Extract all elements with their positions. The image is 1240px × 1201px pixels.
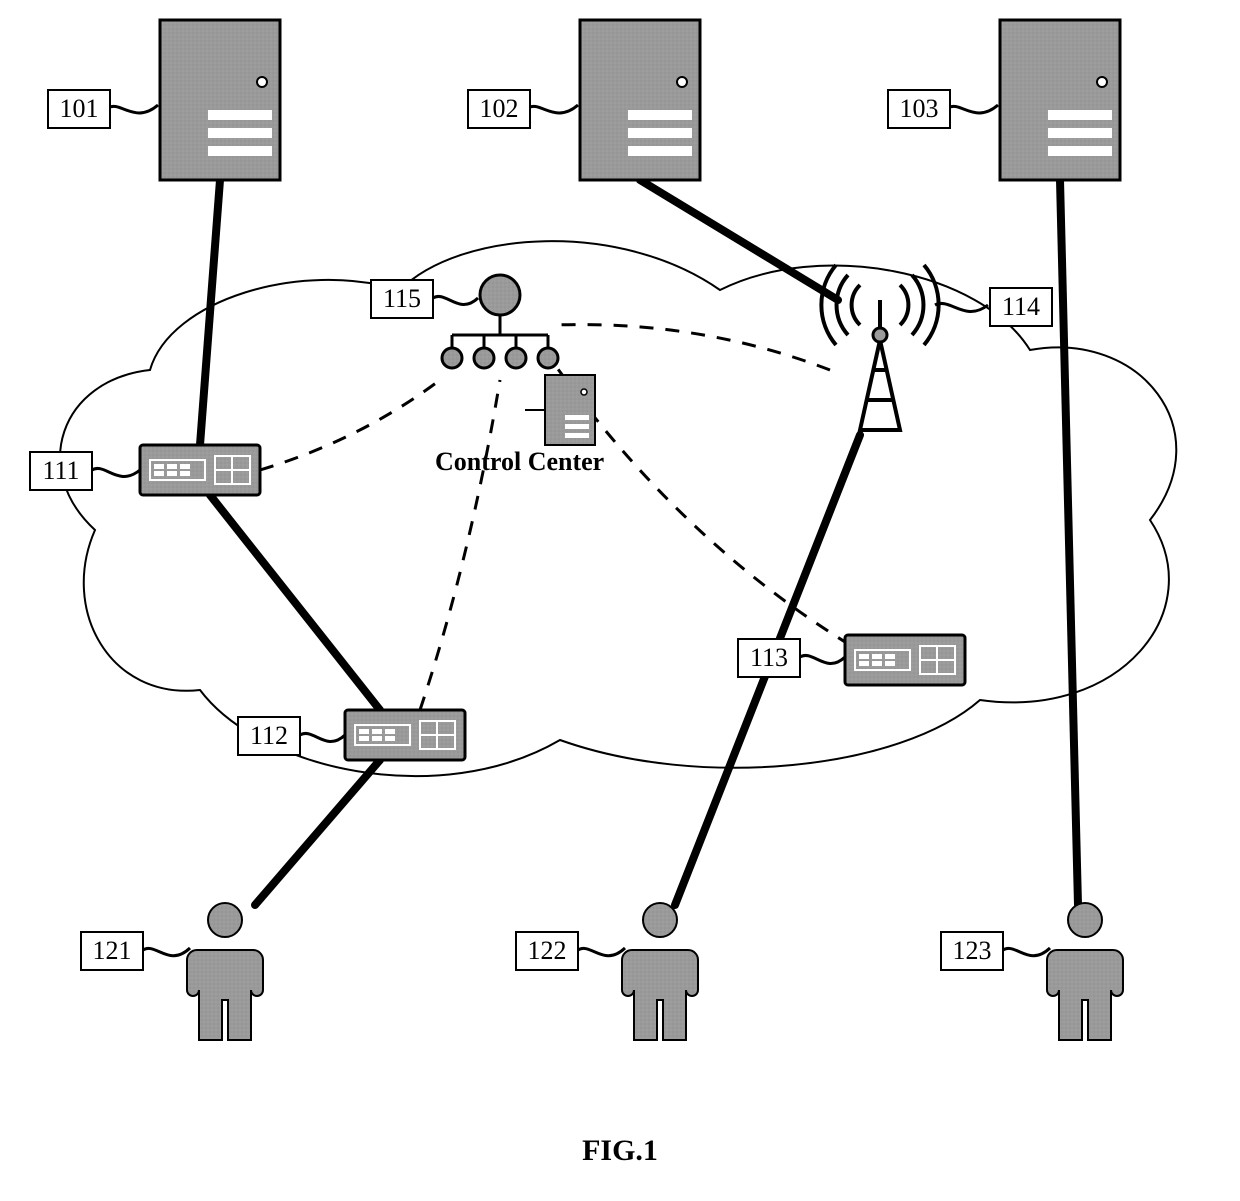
label-113: 113: [750, 643, 788, 672]
control-center-label: Control Center: [435, 447, 604, 476]
label-122: 122: [528, 936, 567, 965]
labels: 101 102 103 111 112 113 114 115 121: [30, 90, 1052, 970]
tree-icon: [442, 275, 558, 368]
router-icon: [345, 710, 465, 760]
server-icon: [160, 20, 280, 180]
antenna-icon: [821, 265, 938, 430]
label-112: 112: [250, 721, 288, 750]
person-icon: [187, 903, 263, 1040]
network-diagram: 101 102 103 111 112 113 114 115 121: [0, 0, 1240, 1201]
solid-edges: [200, 180, 1078, 905]
router-icon: [140, 445, 260, 495]
label-114: 114: [1002, 292, 1040, 321]
label-103: 103: [900, 94, 939, 123]
control-center-icon: [545, 375, 595, 445]
person-icon: [1047, 903, 1123, 1040]
label-101: 101: [60, 94, 99, 123]
server-icon: [580, 20, 700, 180]
router-icon: [845, 635, 965, 685]
person-icon: [622, 903, 698, 1040]
label-115: 115: [383, 284, 421, 313]
label-121: 121: [93, 936, 132, 965]
label-123: 123: [953, 936, 992, 965]
label-102: 102: [480, 94, 519, 123]
label-111: 111: [42, 456, 79, 485]
server-icon: [1000, 20, 1120, 180]
figure-caption: FIG.1: [582, 1134, 658, 1167]
